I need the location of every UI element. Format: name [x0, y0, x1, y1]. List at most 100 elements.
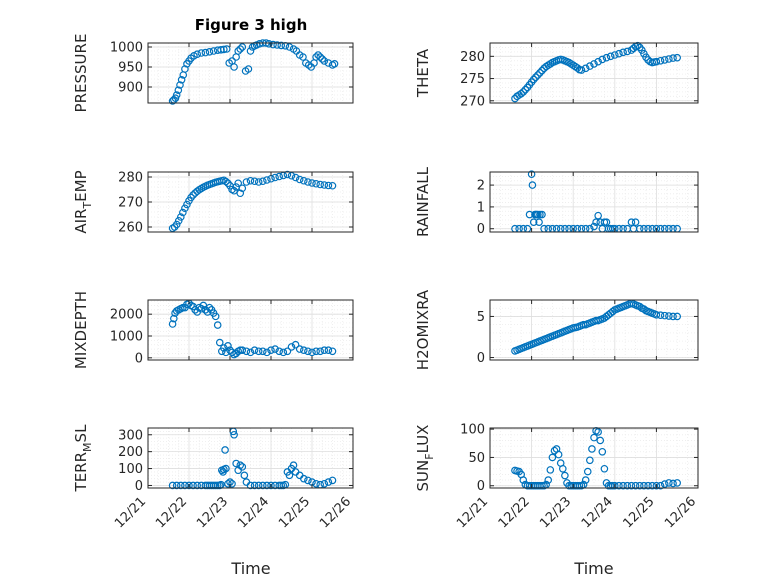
data-point	[594, 428, 602, 436]
data-point	[263, 348, 271, 357]
data-point	[172, 91, 181, 99]
data-point	[267, 481, 275, 490]
data-point	[224, 479, 232, 488]
data-point	[246, 481, 255, 490]
data-point	[230, 430, 238, 439]
data-point	[588, 445, 596, 453]
data-point	[189, 481, 197, 490]
data-point	[608, 307, 617, 316]
y-tick-label: 270	[460, 94, 485, 109]
data-point	[285, 471, 294, 480]
data-point	[308, 179, 316, 187]
subplot-h2omixra: 0 5 H2OMIXRA	[414, 289, 699, 370]
data-point	[665, 479, 673, 487]
data-point	[224, 342, 232, 350]
data-point	[328, 347, 337, 356]
data-point	[536, 210, 544, 219]
data-point	[627, 218, 636, 226]
data-point	[205, 47, 214, 56]
data-point	[215, 338, 224, 347]
data-point	[299, 346, 308, 354]
data-point	[669, 54, 677, 62]
data-point	[181, 204, 189, 213]
x-axis-label-right: Time	[573, 559, 613, 578]
data-point	[534, 210, 542, 219]
y-axis-label: SUNFLUX	[414, 425, 436, 492]
data-point	[193, 50, 202, 59]
axes-box	[489, 299, 699, 361]
data-point	[623, 481, 632, 490]
data-point	[558, 464, 567, 473]
data-point	[535, 218, 543, 226]
data-point	[314, 51, 322, 59]
data-point	[271, 345, 279, 353]
data-point	[633, 41, 642, 50]
data-point	[273, 41, 281, 49]
data-point	[619, 481, 627, 490]
axes-box	[489, 171, 699, 233]
data-point	[244, 65, 253, 73]
y-tick-label: 5	[477, 310, 485, 325]
data-point	[528, 181, 537, 189]
x-axis-label-left: Time	[230, 559, 270, 578]
data-point	[586, 456, 594, 465]
data-point	[623, 47, 632, 56]
data-point	[238, 463, 247, 471]
markers-mixdepth	[168, 299, 337, 359]
data-point	[644, 481, 652, 490]
data-point	[230, 63, 238, 71]
data-point	[673, 312, 682, 321]
data-point	[550, 446, 559, 455]
data-point	[222, 464, 230, 473]
data-point	[232, 459, 240, 468]
data-point	[258, 177, 267, 186]
y-tick-label: 50	[468, 451, 485, 466]
data-point	[283, 347, 292, 356]
data-point	[600, 464, 609, 473]
data-point	[312, 347, 320, 356]
data-point	[258, 347, 267, 356]
data-point	[234, 47, 243, 55]
y-tick-label: 270	[118, 196, 143, 211]
axes-box	[489, 427, 699, 489]
data-point	[561, 471, 569, 480]
data-point	[519, 476, 528, 484]
data-point	[534, 71, 542, 79]
data-point	[246, 348, 255, 357]
data-point	[304, 347, 312, 356]
data-point	[254, 347, 263, 356]
y-axis-label: PRESSURE	[72, 34, 90, 113]
data-point	[648, 481, 657, 490]
data-point	[220, 45, 228, 54]
data-point	[586, 62, 594, 70]
data-point	[246, 47, 255, 55]
y-tick-label: 1	[477, 200, 485, 215]
data-point	[185, 481, 193, 490]
data-point	[324, 478, 333, 486]
data-point	[631, 481, 640, 490]
data-point	[594, 211, 602, 220]
y-tick-label: 2	[477, 179, 485, 194]
y-tick-label: 1000	[110, 330, 143, 345]
data-point	[669, 312, 677, 321]
data-point	[168, 320, 177, 328]
data-point	[328, 476, 337, 485]
data-point	[318, 55, 327, 63]
y-axis-label: MIXDEPTH	[72, 291, 90, 369]
data-point	[312, 479, 320, 488]
data-point	[213, 481, 222, 490]
data-point	[174, 86, 183, 95]
subplot-rainfall: 0 1 2 RAINFALL	[414, 166, 699, 237]
data-point	[179, 208, 187, 217]
y-axis-label: THETA	[414, 48, 432, 98]
data-point	[295, 175, 304, 184]
data-point	[531, 73, 540, 82]
data-point	[242, 347, 251, 356]
data-point	[271, 173, 279, 182]
data-point	[304, 476, 312, 485]
data-point	[308, 348, 316, 357]
data-point	[669, 479, 677, 488]
data-point	[538, 481, 546, 490]
data-point	[170, 314, 178, 323]
data-point	[320, 181, 329, 189]
